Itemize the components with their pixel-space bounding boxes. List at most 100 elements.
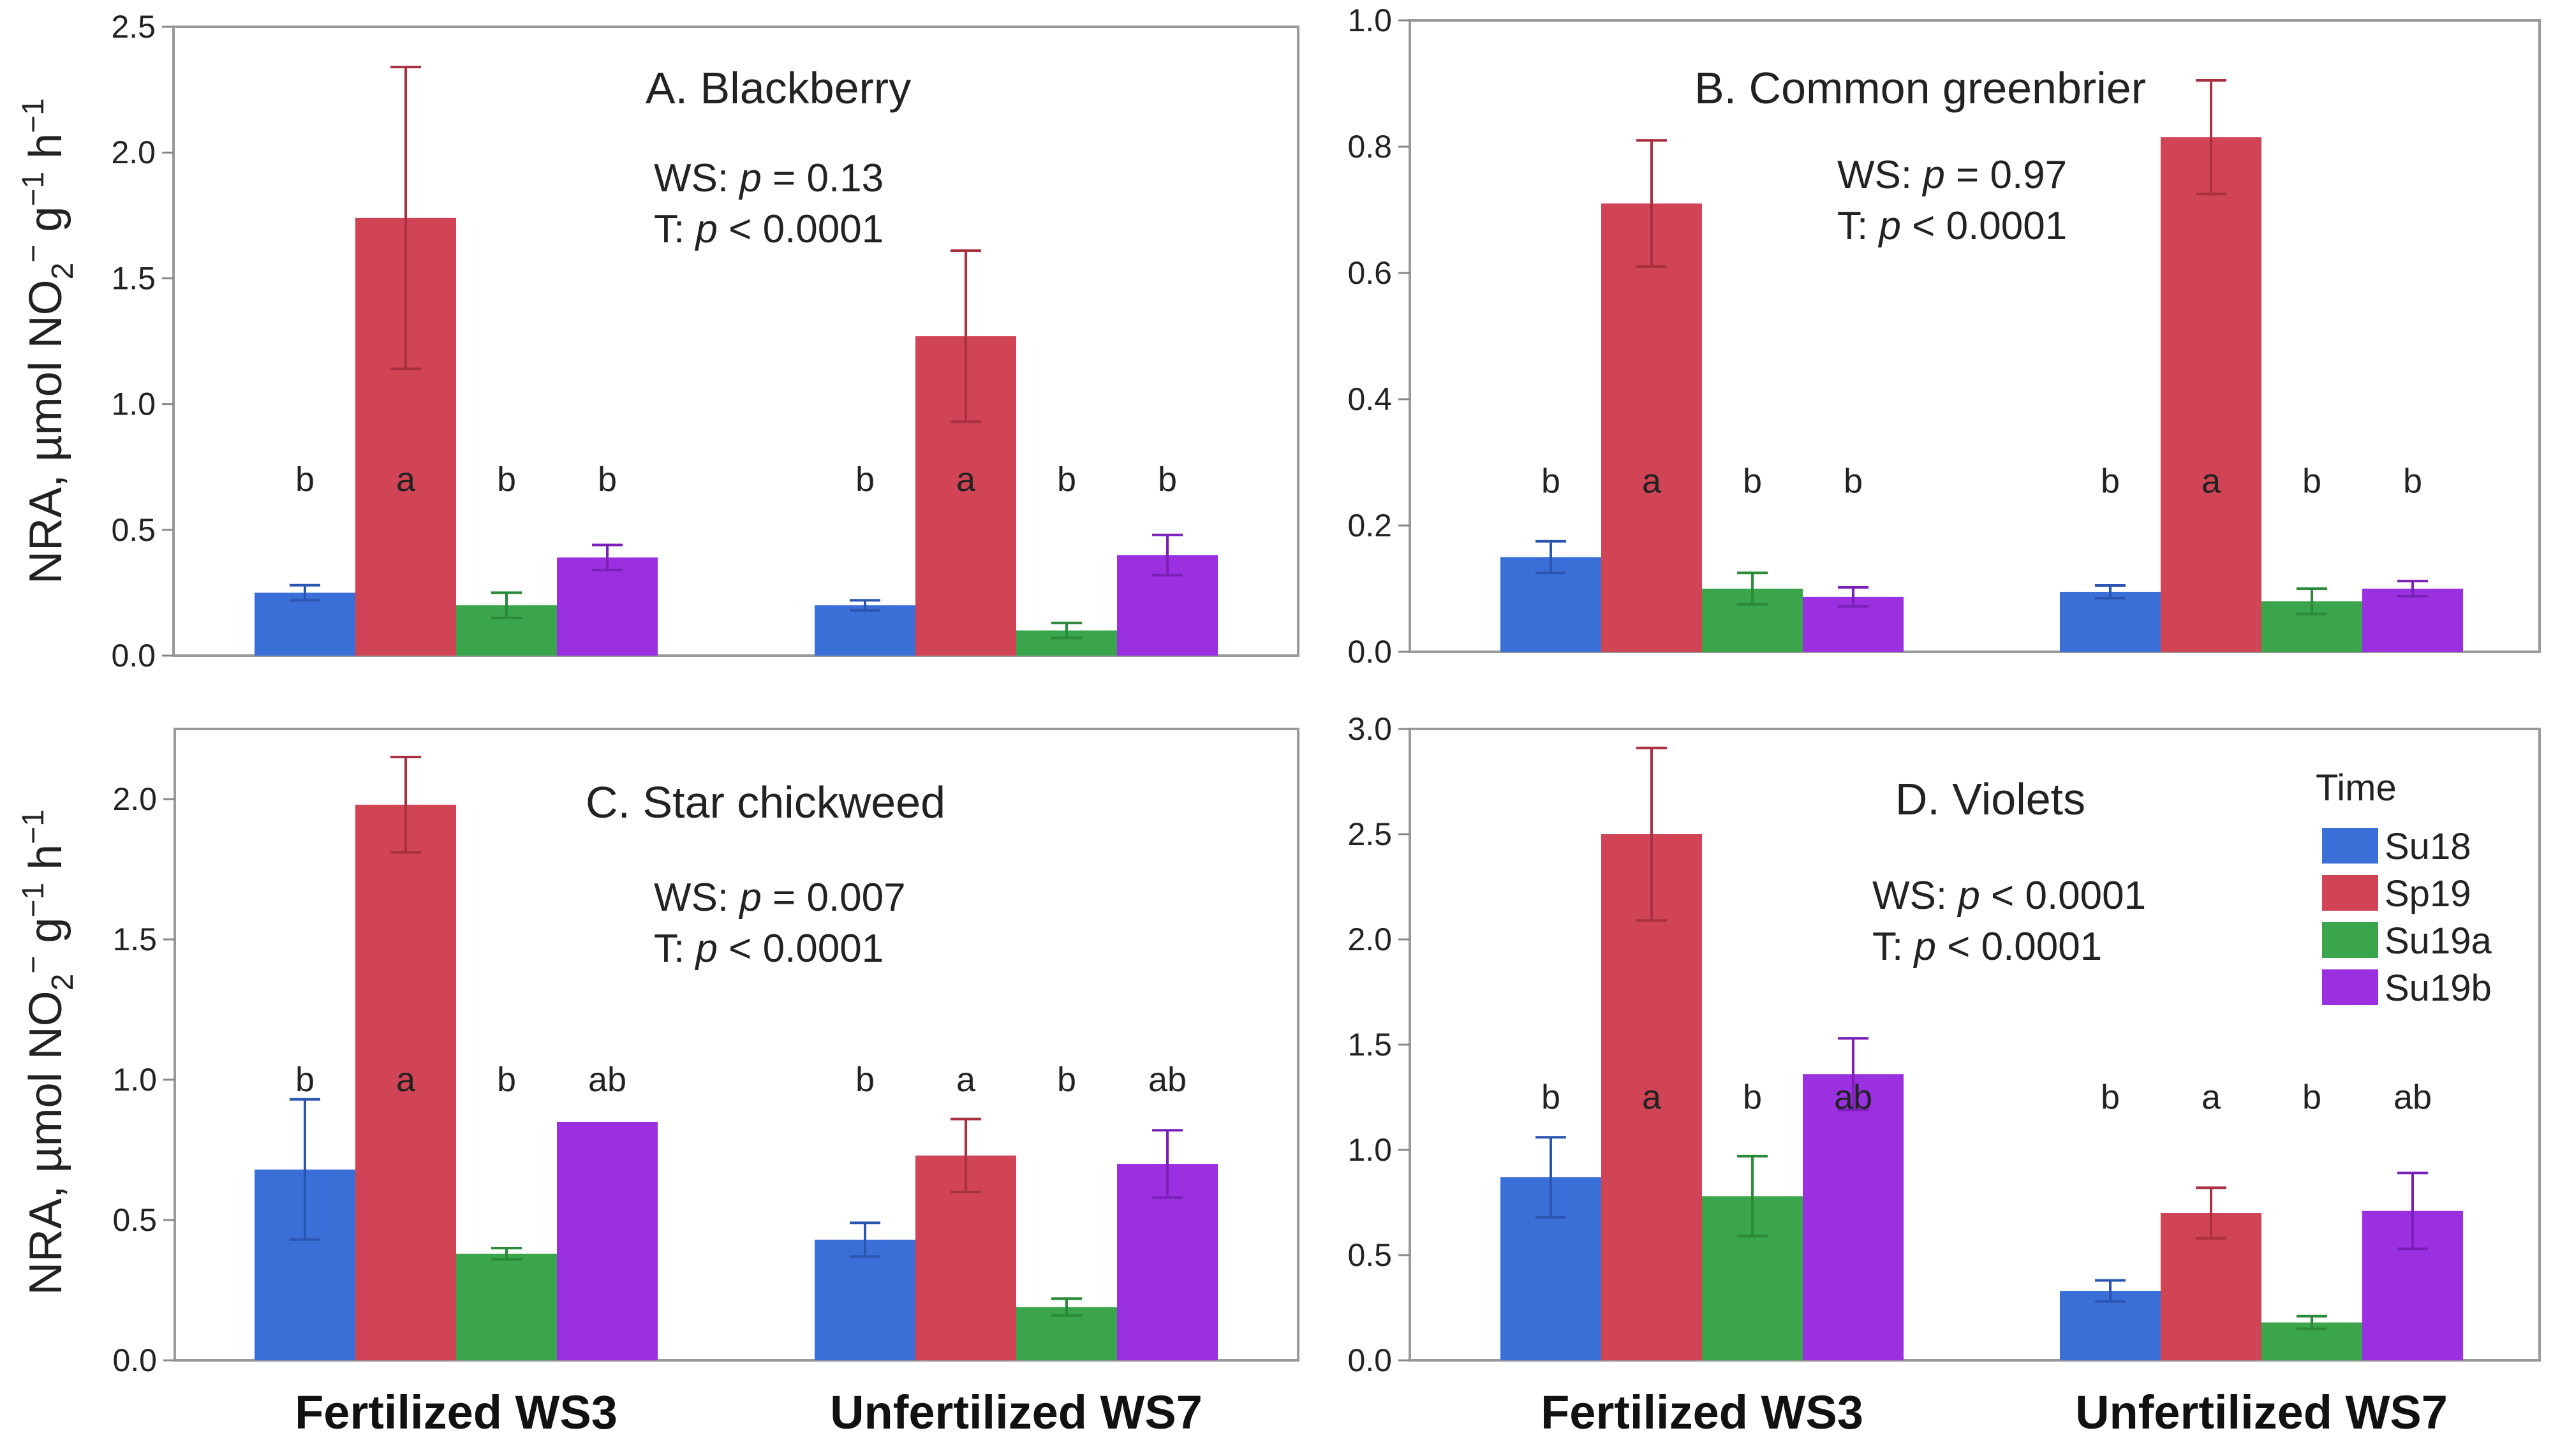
panel-a-ytick-label: 0.0 bbox=[111, 638, 156, 673]
bar-c-sp19-g1 bbox=[355, 804, 456, 1360]
errorbar-b-sp19-g1 bbox=[1636, 139, 1667, 268]
sig-letter-d-su19a-g2: b bbox=[2302, 1078, 2321, 1117]
panel-b-ytick-label: 0.0 bbox=[1347, 634, 1392, 670]
errorbar-a-su18-g1 bbox=[290, 584, 320, 602]
sig-letter-b-su19a-g1: b bbox=[1743, 462, 1762, 501]
panel-b-frame bbox=[1409, 19, 2541, 653]
panel-b-ytick-label: 0.2 bbox=[1347, 508, 1392, 543]
errorbar-c-su19b-g2 bbox=[1152, 1129, 1183, 1199]
y-axis-label-bottom: NRA, µmol NO2− g−1 h−1 bbox=[17, 809, 80, 1295]
panel-b-ytick-label: 0.4 bbox=[1347, 381, 1392, 417]
errorbar-c-sp19-g2 bbox=[951, 1117, 981, 1193]
legend-swatch-sp19 bbox=[2322, 875, 2378, 911]
panel-c: 0.0 0.5 1.0 1.5 2.0 C. Star chickweed WS: p = … bbox=[112, 756, 1218, 1378]
errorbar-d-su19a-g1 bbox=[1737, 1154, 1768, 1238]
errorbar-d-su19b-g2 bbox=[2397, 1172, 2428, 1251]
bar-c-su18-g2 bbox=[815, 1239, 915, 1360]
sig-letter-b-sp19-g1: a bbox=[1642, 462, 1662, 501]
sig-letter-c-su18-g2: b bbox=[855, 1061, 875, 1099]
group-label-left-ws7: Unfertilized WS7 bbox=[830, 1386, 1202, 1439]
panel-a-t-stat: T: p < 0.0001 bbox=[654, 207, 884, 251]
errorbar-b-su19b-g1 bbox=[1838, 586, 1868, 608]
sig-letter-d-sp19-g1: a bbox=[1642, 1078, 1662, 1117]
bar-b-sp19-g2 bbox=[2161, 137, 2261, 652]
sig-letter-d-su19b-g1: ab bbox=[1834, 1078, 1872, 1117]
legend-swatch-su19a bbox=[2322, 922, 2378, 958]
panel-b-ytick-label: 0.8 bbox=[1347, 129, 1392, 165]
errorbar-d-su19a-g2 bbox=[2297, 1314, 2327, 1330]
sig-letter-b-sp19-g2: a bbox=[2201, 462, 2221, 501]
bar-b-sp19-g1 bbox=[1601, 203, 1702, 652]
bar-b-su18-g2 bbox=[2060, 591, 2161, 652]
errorbar-c-su18-g2 bbox=[850, 1221, 880, 1258]
panel-d-title: D. Violets bbox=[1895, 774, 2085, 824]
panel-c-ws-stat: WS: p = 0.007 bbox=[654, 876, 906, 920]
bar-a-su18-g1 bbox=[255, 592, 355, 656]
sig-letter-a-su19b-g2: b bbox=[1158, 460, 1177, 499]
legend-label-sp19: Sp19 bbox=[2385, 873, 2471, 915]
errorbar-c-su19a-g2 bbox=[1051, 1297, 1082, 1317]
panel-d: 0.0 0.5 1.0 1.5 2.0 2.5 3.0 D. Violets WS: p < 0… bbox=[1347, 711, 2463, 1378]
sig-letter-a-sp19-g2: a bbox=[956, 460, 976, 499]
legend: Time Su18 Sp19 Su19a Su19b bbox=[2316, 767, 2492, 1009]
sig-letter-b-su18-g2: b bbox=[2101, 462, 2120, 501]
panel-d-ytick-label: 0.5 bbox=[1347, 1237, 1392, 1273]
panel-d-ytick-label: 1.5 bbox=[1347, 1027, 1392, 1063]
group-label-left-ws3: Fertilized WS3 bbox=[295, 1386, 618, 1439]
errorbar-a-su19b-g2 bbox=[1152, 533, 1183, 577]
sig-letter-d-su18-g2: b bbox=[2101, 1078, 2120, 1117]
panel-d-ytick-label: 2.5 bbox=[1347, 816, 1392, 852]
sig-letter-a-su19b-g1: b bbox=[598, 460, 617, 499]
sig-letter-d-su19a-g1: b bbox=[1743, 1078, 1762, 1117]
panel-d-ytick-label: 0.0 bbox=[1347, 1342, 1392, 1378]
sig-letter-c-su19b-g1: ab bbox=[588, 1061, 626, 1099]
errorbar-d-sp19-g2 bbox=[2196, 1186, 2226, 1240]
sig-letter-b-su18-g1: b bbox=[1541, 462, 1560, 501]
errorbar-b-sp19-g2 bbox=[2196, 79, 2226, 196]
panel-a-ytick-label: 1.5 bbox=[111, 260, 156, 296]
errorbar-d-su19b-g1 bbox=[1838, 1037, 1868, 1112]
errorbar-c-su18-g1 bbox=[290, 1098, 320, 1241]
sig-letter-c-su19b-g2: ab bbox=[1148, 1061, 1187, 1099]
group-label-right-ws3: Fertilized WS3 bbox=[1541, 1386, 1863, 1439]
errorbar-a-su19a-g2 bbox=[1051, 621, 1082, 640]
panel-c-ytick-label: 2.0 bbox=[112, 781, 157, 817]
errorbar-d-su18-g2 bbox=[2095, 1279, 2126, 1303]
sig-letter-b-su19a-g2: b bbox=[2302, 462, 2321, 501]
sig-letter-d-su18-g1: b bbox=[1541, 1078, 1560, 1117]
panel-d-ytick-label: 2.0 bbox=[1347, 922, 1392, 957]
sig-letter-a-su19a-g1: b bbox=[497, 460, 516, 499]
sig-letter-b-su19b-g1: b bbox=[1844, 462, 1863, 501]
panel-d-ytick-label: 1.0 bbox=[1347, 1132, 1392, 1168]
sig-letter-c-sp19-g2: a bbox=[956, 1061, 976, 1099]
bar-c-su19a-g1 bbox=[456, 1253, 557, 1360]
bar-a-su19b-g1 bbox=[557, 557, 658, 656]
sig-letter-a-su19a-g2: b bbox=[1057, 460, 1076, 499]
panel-a: 0.0 0.5 1.0 1.5 2.0 2.5 A. Blackberry WS: p = 0… bbox=[111, 9, 1218, 673]
legend-swatch-su19b bbox=[2322, 969, 2378, 1005]
errorbar-b-su19a-g1 bbox=[1737, 571, 1768, 606]
errorbar-d-su18-g1 bbox=[1535, 1136, 1566, 1219]
panel-b-ytick-label: 1.0 bbox=[1347, 3, 1392, 38]
legend-title: Time bbox=[2316, 767, 2397, 809]
panel-b-ytick-label: 0.6 bbox=[1347, 255, 1392, 291]
sig-letter-a-su18-g1: b bbox=[295, 460, 314, 499]
bar-c-su19b-g1 bbox=[557, 1122, 658, 1360]
bar-a-su18-g2 bbox=[815, 605, 915, 656]
legend-swatch-su18 bbox=[2322, 828, 2378, 864]
sig-letter-d-su19b-g2: ab bbox=[2394, 1078, 2432, 1117]
panel-a-title: A. Blackberry bbox=[646, 63, 911, 113]
panel-b-ws-stat: WS: p = 0.97 bbox=[1837, 153, 2067, 197]
sig-letter-c-su19a-g2: b bbox=[1057, 1061, 1076, 1099]
panel-b-title: B. Common greenbrier bbox=[1694, 63, 2146, 113]
errorbar-a-su19b-g1 bbox=[592, 543, 623, 571]
panel-c-frame bbox=[174, 728, 1299, 1362]
panel-a-ytick-label: 2.5 bbox=[111, 9, 156, 45]
bar-d-su19b-g1 bbox=[1803, 1074, 1904, 1360]
panel-c-ytick-label: 1.5 bbox=[112, 922, 157, 957]
group-label-right-ws7: Unfertilized WS7 bbox=[2075, 1386, 2448, 1439]
y-axis-label-top: NRA, µmol NO2− g−1 h−1 bbox=[17, 98, 80, 584]
errorbar-a-su19a-g1 bbox=[491, 591, 522, 619]
errorbar-d-sp19-g1 bbox=[1636, 746, 1667, 922]
